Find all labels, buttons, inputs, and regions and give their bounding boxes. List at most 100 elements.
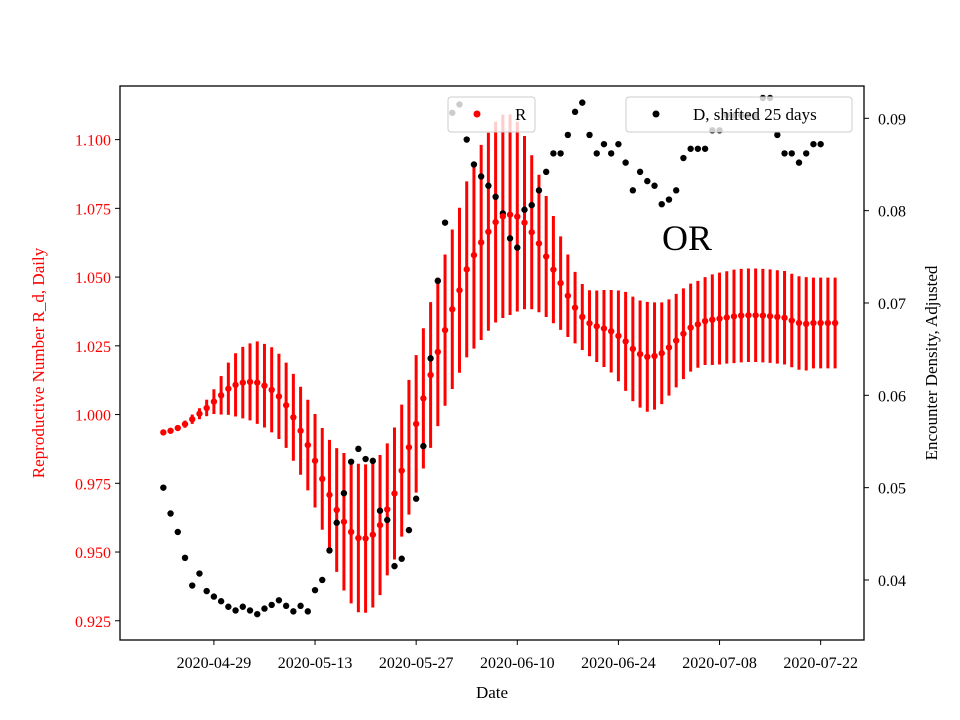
d-point (297, 602, 304, 610)
y-right-tick-label: 0.07 (878, 296, 906, 313)
d-point (622, 159, 629, 166)
r-points (160, 211, 839, 542)
r-point (391, 490, 398, 497)
x-tick-label: 2020-07-22 (783, 655, 858, 672)
r-point (470, 251, 478, 259)
d-point (514, 244, 521, 251)
legend-r-frame (447, 96, 536, 133)
d-point (463, 136, 470, 143)
r-point (521, 219, 528, 226)
r-point (405, 444, 413, 451)
r-point (282, 402, 290, 409)
y-axis-left: 0.925 0.950 0.975 1.000 1.025 1.050 1.075 1.100 (75, 133, 120, 631)
d-point (246, 607, 254, 614)
d-point (644, 177, 651, 185)
r-point (290, 414, 297, 421)
r-point (803, 320, 810, 328)
d-point (687, 145, 694, 152)
legend-r-marker (473, 110, 481, 118)
d-point (254, 610, 261, 618)
r-point (665, 344, 673, 351)
legend-r-label: R (515, 105, 527, 124)
d-point (326, 547, 333, 554)
r-point (629, 345, 637, 353)
d-point (412, 495, 420, 502)
r-point (412, 420, 420, 428)
r-point (261, 382, 268, 389)
x-axis: 2020-04-29 2020-05-13 2020-05-27 2020-06-10… (177, 640, 858, 672)
r-point (167, 427, 174, 434)
r-point (181, 420, 189, 428)
d-point (167, 510, 174, 517)
d-point (369, 457, 377, 465)
d-point (405, 526, 413, 534)
r-point (160, 429, 167, 436)
r-point (622, 338, 629, 345)
d-point (810, 140, 817, 148)
r-point (210, 398, 218, 405)
d-point (701, 145, 709, 152)
d-point (470, 161, 478, 168)
r-point (644, 353, 651, 361)
r-point (355, 534, 362, 542)
r-point (232, 381, 239, 389)
r-point (723, 314, 730, 321)
y-right-tick-label: 0.04 (878, 573, 906, 590)
y-left-tick-label: 1.000 (75, 408, 111, 425)
r-point (499, 213, 507, 220)
r-point (217, 392, 225, 399)
r-point (477, 239, 485, 246)
d-point (658, 200, 665, 208)
d-point (398, 555, 405, 562)
r-point (398, 467, 405, 474)
d-point (542, 168, 550, 176)
d-point (593, 150, 600, 157)
r-point (485, 228, 492, 235)
r-point (189, 416, 196, 423)
d-point (607, 150, 615, 157)
plot-frame (119, 85, 865, 641)
r-point (456, 287, 463, 294)
d-point (160, 484, 167, 491)
legend-d-marker (652, 110, 660, 118)
d-point (774, 131, 781, 139)
d-point (268, 601, 275, 609)
legend-d-frame (625, 96, 853, 133)
r-point (817, 319, 824, 327)
r-point (441, 326, 449, 334)
r-point (535, 240, 543, 247)
r-point (658, 350, 665, 357)
r-point (615, 332, 622, 340)
x-tick-label: 2020-06-24 (581, 655, 656, 672)
d-point (210, 593, 218, 600)
d-point (550, 150, 557, 157)
r-point (824, 319, 832, 327)
d-point (261, 605, 268, 612)
d-point (528, 201, 535, 209)
r-point (225, 385, 232, 392)
r-point (304, 441, 312, 449)
x-tick-label: 2020-04-29 (177, 655, 252, 672)
r-point (420, 395, 427, 402)
d-point (506, 235, 514, 242)
x-tick-label: 2020-05-13 (278, 655, 353, 672)
r-point (347, 528, 355, 536)
d-point (181, 554, 189, 562)
y-left-tick-label: 0.975 (75, 476, 111, 493)
r-point (174, 424, 181, 432)
d-point (376, 507, 384, 514)
r-point (542, 253, 550, 260)
d-point (427, 355, 434, 362)
r-point (326, 491, 333, 499)
d-point (535, 187, 543, 194)
d-point (232, 607, 239, 614)
r-point (694, 321, 702, 328)
r-point (333, 506, 340, 514)
r-point (709, 316, 716, 323)
y-left-tick-label: 0.950 (75, 545, 111, 562)
d-point (239, 603, 246, 610)
r-point (492, 218, 499, 226)
d-point (290, 608, 297, 615)
r-point (795, 319, 803, 327)
